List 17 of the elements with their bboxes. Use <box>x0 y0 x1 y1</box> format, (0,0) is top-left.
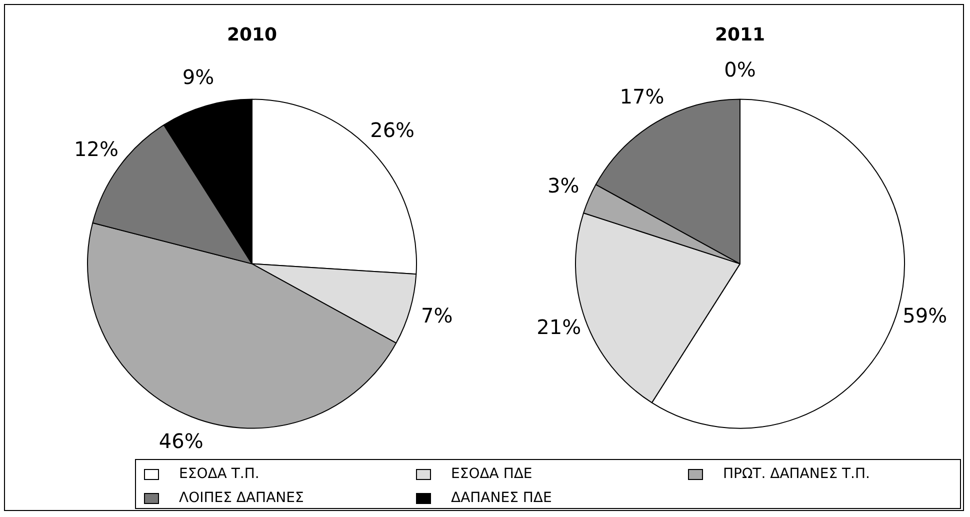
legend-label: ΔΑΠΑΝΕΣ ΠΔΕ <box>451 490 552 506</box>
data-label: 26% <box>370 118 415 142</box>
chart-title: 2011 <box>714 24 766 46</box>
data-label: 3% <box>547 174 580 198</box>
data-label: 59% <box>902 304 948 328</box>
data-label: 21% <box>536 315 582 340</box>
data-label: 7% <box>420 304 453 328</box>
data-label: 46% <box>158 428 204 453</box>
chart-title: 2010 <box>226 24 278 46</box>
legend-label: ΠΡΩΤ. ΔΑΠΑΝΕΣ Τ.Π. <box>723 466 870 482</box>
data-label: 9% <box>182 65 214 90</box>
data-label: 17% <box>620 84 664 108</box>
data-label: 12% <box>74 136 118 161</box>
legend-label: ΛΟΙΠΕΣ ΔΑΠΑΝΕΣ <box>179 490 304 506</box>
text: 0% <box>724 58 756 82</box>
legend-label: ΕΣΟΔΑ Τ.Π. <box>179 466 260 482</box>
legend-label: ΕΣΟΔΑ ΠΔΕ <box>451 466 532 482</box>
